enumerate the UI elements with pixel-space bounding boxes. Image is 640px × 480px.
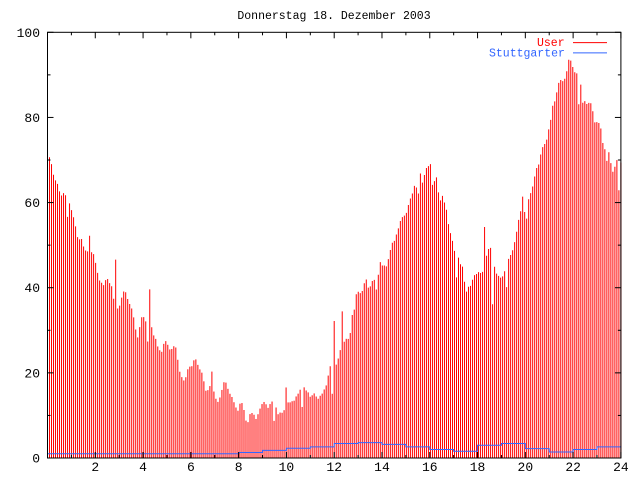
svg-text:10: 10 xyxy=(279,460,295,475)
svg-text:14: 14 xyxy=(374,460,390,475)
svg-text:18: 18 xyxy=(470,460,486,475)
svg-text:4: 4 xyxy=(139,460,147,475)
svg-text:16: 16 xyxy=(422,460,438,475)
svg-text:6: 6 xyxy=(187,460,195,475)
svg-text:0: 0 xyxy=(32,452,40,467)
svg-text:100: 100 xyxy=(17,26,40,41)
svg-text:8: 8 xyxy=(235,460,243,475)
svg-text:Stuttgarter: Stuttgarter xyxy=(489,48,565,61)
svg-text:24: 24 xyxy=(613,460,629,475)
svg-text:80: 80 xyxy=(24,111,40,126)
svg-text:20: 20 xyxy=(518,460,534,475)
svg-text:2: 2 xyxy=(91,460,99,475)
svg-text:60: 60 xyxy=(24,196,40,211)
svg-text:20: 20 xyxy=(24,366,40,381)
svg-text:22: 22 xyxy=(565,460,581,475)
svg-text:40: 40 xyxy=(24,281,40,296)
svg-text:Donnerstag 18. Dezember 2003: Donnerstag 18. Dezember 2003 xyxy=(237,10,430,23)
svg-text:12: 12 xyxy=(326,460,342,475)
